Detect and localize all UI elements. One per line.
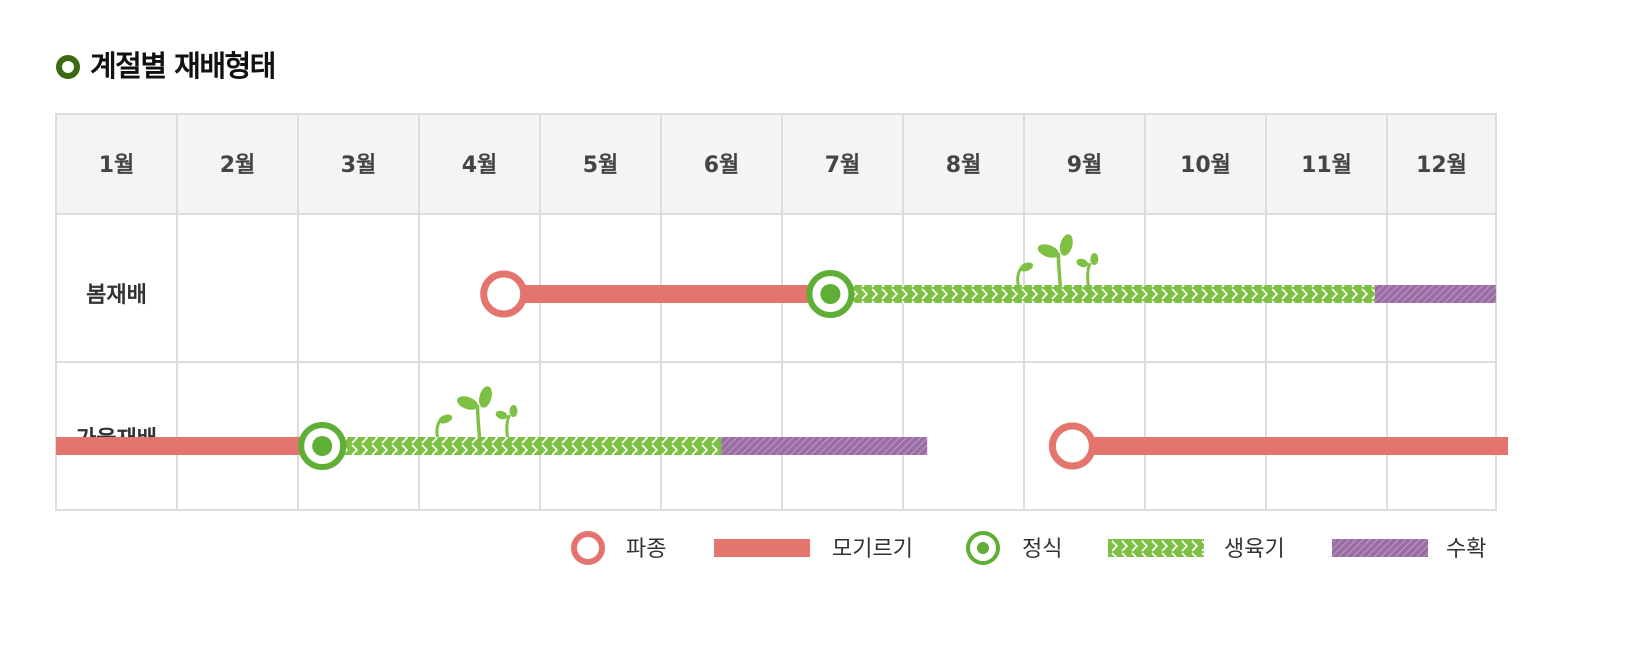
sprout-leaf: [438, 414, 453, 424]
sprout-icon: [435, 386, 518, 438]
legend-label: 생육기: [1224, 537, 1285, 562]
legend-growth-swatch: [1108, 539, 1204, 557]
transplant-marker-dot: [312, 436, 333, 456]
month-label: 12월: [1416, 153, 1467, 178]
sprout-icon: [1016, 234, 1099, 286]
sprout-leaf: [509, 405, 518, 417]
growth-bar: [322, 437, 722, 455]
month-label: 8월: [946, 153, 982, 178]
legend-sowing-icon: [571, 531, 605, 565]
legend-nursery-swatch: [714, 539, 810, 557]
month-label: 2월: [220, 153, 256, 178]
sprout-leaf: [479, 386, 492, 408]
legend-label: 모기르기: [832, 537, 913, 562]
growth-bar: [830, 285, 1375, 303]
header-background: [56, 114, 1496, 214]
legend-transplant-dot: [977, 542, 989, 554]
transplant-marker-dot: [820, 284, 841, 304]
legend-label: 파종: [626, 537, 666, 562]
legend-harvest-swatch: [1332, 539, 1428, 557]
sprout-stem: [1056, 252, 1063, 286]
phase-bars: [56, 285, 1508, 455]
month-label: 3월: [341, 153, 377, 178]
nursery-bar: [503, 285, 831, 303]
sprout-leaf: [1019, 262, 1034, 272]
grid-border: [55, 113, 1497, 511]
month-label: 1월: [99, 153, 135, 178]
sprout-leaf: [495, 410, 508, 420]
month-label: 4월: [462, 153, 498, 178]
sprout-stem: [505, 414, 511, 438]
month-label: 5월: [583, 153, 619, 178]
chart-title: 계절별 재배형태: [56, 44, 276, 84]
sprout-leaf: [1059, 234, 1073, 256]
sprout-stem: [1016, 268, 1022, 286]
row-labels: 봄재배가을재배: [76, 283, 157, 452]
sprout-stem: [475, 404, 482, 438]
sprout-leaf: [1076, 258, 1089, 268]
nursery-bar: [56, 437, 323, 455]
sowing-marker: [1048, 422, 1096, 470]
harvest-bar: [721, 437, 928, 455]
month-label: 7월: [825, 153, 861, 178]
month-header: 1월 2월 3월 4월 5월 6월 7월 8월 9월 10월 11월 12월: [99, 153, 1467, 178]
title-text: 계절별 재배형태: [90, 49, 276, 83]
month-label: 11월: [1301, 153, 1352, 178]
month-label: 10월: [1180, 153, 1231, 178]
legend: 파종 모기르기 정식 생육기 수확: [571, 531, 1486, 565]
sowing-marker: [480, 270, 528, 318]
month-label: 9월: [1067, 153, 1103, 178]
sprout-stem: [435, 420, 441, 438]
sprout-leaf: [1037, 244, 1059, 258]
sprout-stem: [1086, 262, 1092, 286]
circle-bullet-icon: [56, 55, 80, 79]
sprout-leaf: [456, 396, 479, 410]
nursery-bar: [1072, 437, 1508, 455]
legend-label: 정식: [1022, 537, 1062, 562]
month-label: 6월: [704, 153, 740, 178]
phase-markers: [298, 270, 1096, 470]
row-label: 봄재배: [86, 283, 147, 308]
sprout-decorations: [435, 234, 1099, 438]
sprout-leaf: [1090, 253, 1099, 265]
legend-label: 수확: [1446, 537, 1486, 562]
harvest-bar: [1374, 285, 1496, 303]
